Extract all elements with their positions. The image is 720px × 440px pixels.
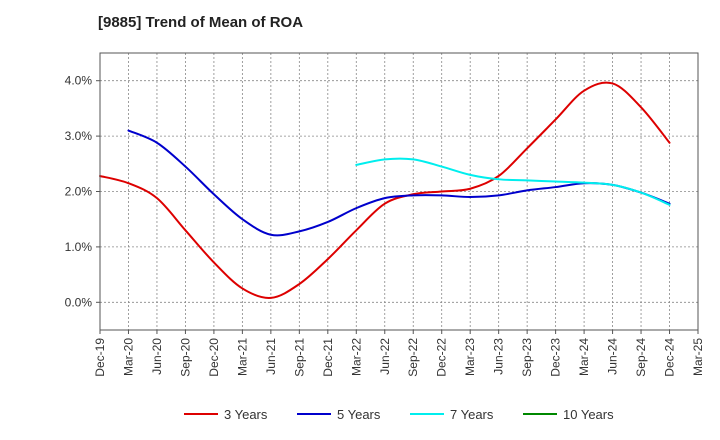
x-tick-label: Dec-23	[549, 338, 563, 377]
x-tick-label: Mar-24	[577, 338, 591, 376]
x-tick-label: Mar-20	[121, 338, 135, 376]
legend-label-3-years: 3 Years	[224, 407, 268, 422]
x-tick-label: Dec-20	[207, 338, 221, 377]
legend-label-10-years: 10 Years	[563, 407, 614, 422]
x-tick-label: Sep-21	[292, 338, 306, 377]
x-tick-label: Dec-21	[321, 338, 335, 377]
x-tick-label: Sep-20	[178, 338, 192, 377]
legend: 3 Years 5 Years 7 Years 10 Years	[184, 407, 614, 422]
x-tick-label: Sep-24	[634, 338, 648, 377]
series-line-3-years	[99, 81, 671, 299]
x-tick-label: Mar-23	[463, 338, 477, 376]
y-tick-label: 4.0%	[65, 74, 93, 88]
x-tick-label: Jun-22	[378, 338, 392, 375]
y-tick-label: 2.0%	[65, 185, 93, 199]
x-tick-label: Dec-24	[663, 338, 677, 377]
x-tick-label: Dec-19	[93, 338, 107, 377]
chart-title: [9885] Trend of Mean of ROA	[98, 14, 304, 31]
y-tick-label: 0.0%	[65, 295, 93, 309]
x-tick-label: Jun-23	[492, 338, 506, 375]
y-tick-label: 1.0%	[65, 240, 93, 254]
x-tick-label: Jun-24	[606, 338, 620, 375]
x-tick-label: Mar-25	[691, 338, 705, 376]
x-tick-label: Jun-20	[150, 338, 164, 375]
x-tick-label: Jun-21	[264, 338, 278, 375]
grid	[100, 53, 698, 330]
x-tick-label: Mar-21	[235, 338, 249, 376]
series-line-7-years	[355, 157, 671, 206]
x-tick-label: Mar-22	[349, 338, 363, 376]
x-tick-label: Sep-23	[520, 338, 534, 377]
legend-label-5-years: 5 Years	[337, 407, 381, 422]
series-lines	[99, 81, 671, 299]
legend-label-7-years: 7 Years	[450, 407, 494, 422]
x-tick-label: Dec-22	[435, 338, 449, 377]
y-tick-label: 3.0%	[65, 129, 93, 143]
x-tick-label: Sep-22	[406, 338, 420, 377]
axes: 0.0% 1.0% 2.0% 3.0% 4.0% Dec-19 Mar-20 Jun-20 Se…	[65, 52, 705, 377]
